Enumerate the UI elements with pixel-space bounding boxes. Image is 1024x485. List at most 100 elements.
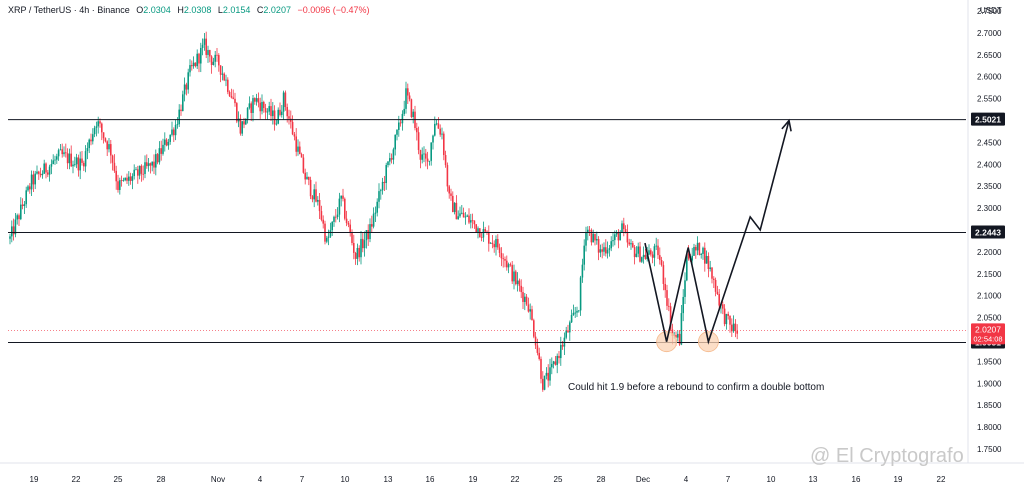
candle-body — [65, 152, 67, 154]
candle-body — [552, 361, 555, 364]
candle-body — [210, 56, 213, 66]
candle-body — [488, 232, 490, 244]
candle-body — [261, 101, 263, 112]
candle-body — [144, 162, 146, 175]
candle-body — [128, 176, 130, 181]
y-tick-label: 2.6000 — [977, 73, 1002, 82]
y-tick-label: 2.1000 — [977, 292, 1002, 301]
candle-body — [119, 180, 121, 190]
candle-body — [88, 139, 90, 149]
candle-body — [192, 62, 195, 67]
candle-body — [173, 129, 175, 136]
candle-body — [86, 148, 89, 152]
candle-body — [500, 252, 503, 259]
candle-body — [383, 181, 386, 184]
candle-body — [219, 65, 222, 75]
candle-body — [201, 44, 204, 48]
candle-body — [18, 215, 20, 220]
candle-body — [232, 97, 234, 99]
candle-body — [120, 180, 123, 182]
candle-body — [542, 378, 544, 390]
candle-body — [198, 53, 200, 64]
candle-body — [394, 134, 396, 150]
candle-body — [628, 242, 630, 245]
candle-body — [513, 271, 515, 282]
y-tick-label: 2.1500 — [977, 270, 1002, 279]
candle-body — [731, 324, 733, 332]
x-tick-label: 22 — [72, 475, 81, 484]
candle-body — [729, 315, 731, 325]
candle-body — [410, 99, 413, 118]
candle-body — [68, 153, 71, 164]
candle-body — [11, 226, 13, 237]
candle-body — [704, 247, 706, 264]
candle-body — [506, 260, 508, 268]
candle-body — [457, 216, 459, 220]
candle-body — [723, 308, 726, 325]
candle-body — [246, 107, 249, 119]
candle-body — [610, 241, 612, 249]
candle-body — [52, 160, 54, 165]
candle-body — [347, 223, 350, 225]
candle-body — [74, 164, 76, 166]
y-tick-label: 2.4000 — [977, 160, 1002, 169]
candle-body — [313, 189, 315, 200]
candle-body — [124, 177, 126, 181]
candle-body — [515, 271, 517, 285]
candle-body — [522, 292, 524, 302]
candle-body — [275, 123, 278, 125]
candle-body — [183, 84, 186, 95]
candle-body — [372, 213, 375, 227]
change-value: −0.0096 (−0.47%) — [297, 5, 370, 15]
candle-body — [637, 246, 639, 254]
candle-body — [669, 306, 672, 330]
candle-body — [698, 242, 701, 255]
candle-body — [642, 254, 645, 258]
candle-body — [176, 124, 179, 126]
candle-body — [223, 73, 225, 81]
symbol-label: XRP / TetherUS · 4h · Binance — [8, 5, 130, 15]
y-tick-label: 2.7000 — [977, 29, 1002, 38]
candle-body — [482, 229, 485, 238]
candle-body — [702, 247, 704, 254]
candle-body — [732, 323, 735, 332]
candle-body — [592, 233, 594, 243]
x-tick-label: 7 — [300, 475, 305, 484]
candle-body — [455, 202, 458, 220]
candle-body — [477, 228, 479, 232]
candle-body — [621, 223, 623, 233]
candle-body — [345, 218, 348, 224]
annotation-text: Could hit 1.9 before a rebound to confir… — [568, 382, 824, 393]
x-tick-label: 16 — [426, 475, 435, 484]
candle-body — [459, 213, 461, 217]
candle-body — [329, 230, 332, 237]
candle-body — [549, 367, 551, 381]
candle-body — [579, 277, 582, 311]
candle-body — [684, 280, 686, 297]
candle-body — [255, 98, 258, 102]
candle-body — [209, 50, 211, 57]
candle-body — [93, 127, 96, 135]
candle-body — [29, 186, 31, 190]
candle-body — [556, 355, 558, 365]
candle-body — [452, 195, 454, 212]
candle-body — [41, 173, 44, 176]
candle-body — [36, 171, 38, 174]
x-tick-label: 7 — [726, 475, 731, 484]
low-label: L — [217, 5, 223, 15]
candle-body — [369, 224, 371, 240]
candle-body — [205, 38, 207, 55]
candle-body — [407, 88, 409, 96]
candle-body — [140, 165, 143, 174]
candle-body — [178, 109, 180, 125]
candle-body — [426, 158, 429, 162]
candle-body — [525, 296, 528, 305]
candle-body — [146, 162, 148, 167]
candle-body — [315, 189, 317, 202]
candle-body — [507, 264, 510, 268]
candle-body — [259, 102, 261, 112]
candle-body — [77, 157, 80, 171]
candle-body — [137, 169, 139, 176]
open-label: O — [136, 5, 144, 15]
